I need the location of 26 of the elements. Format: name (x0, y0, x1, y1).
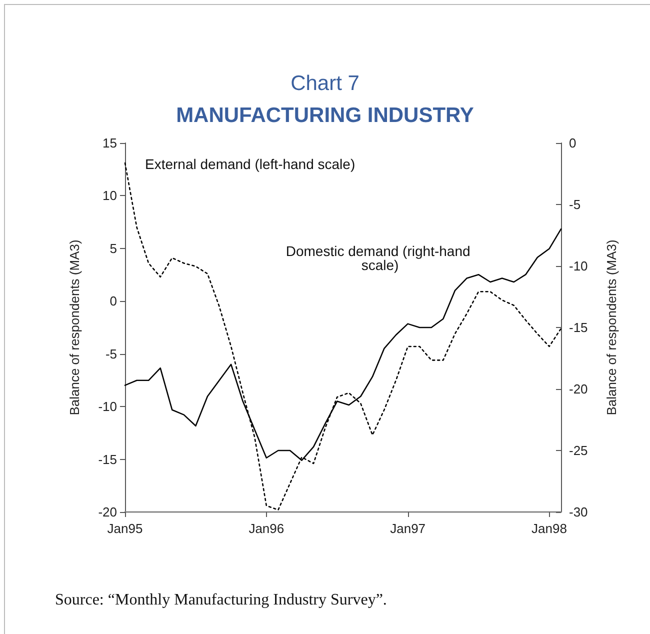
chart-title: Chart 7 (290, 72, 360, 95)
y2-tick-label: -10 (569, 258, 588, 274)
y-tick-label: -20 (98, 504, 117, 520)
y2-tick-label: -15 (569, 320, 588, 335)
y-axis-title: Balance of respondents (MA3) (67, 240, 82, 416)
chart-subtitle: MANUFACTURING INDUSTRY (176, 104, 474, 127)
x-tick-label: Jan97 (390, 521, 426, 536)
y2-tick-label: -25 (569, 443, 588, 458)
y-tick-label: 10 (102, 188, 117, 204)
x-tick-label: Jan95 (107, 521, 143, 536)
y-tick-label: -10 (98, 399, 117, 414)
y-tick-label: 15 (102, 136, 117, 150)
y-tick-label: 5 (110, 240, 117, 256)
y2-tick-label: 0 (569, 136, 576, 150)
x-tick-label: Jan96 (248, 521, 284, 536)
y2-axis-title: Balance of respondents (MA3) (604, 240, 619, 416)
y-tick-label: -5 (105, 346, 117, 362)
series-label: External demand (left-hand scale) (145, 156, 356, 172)
y2-tick-label: -30 (569, 504, 588, 520)
y2-tick-label: -20 (569, 382, 588, 396)
y-tick-label: -15 (98, 452, 117, 467)
source-note: Source: “Monthly Manufacturing Industry Survey”. (55, 592, 387, 608)
y2-tick-label: -5 (569, 197, 581, 212)
y-tick-label: 0 (110, 294, 117, 309)
series-label: Domestic demand (right-hand scale) (286, 243, 474, 273)
x-tick-label: Jan98 (532, 521, 567, 536)
